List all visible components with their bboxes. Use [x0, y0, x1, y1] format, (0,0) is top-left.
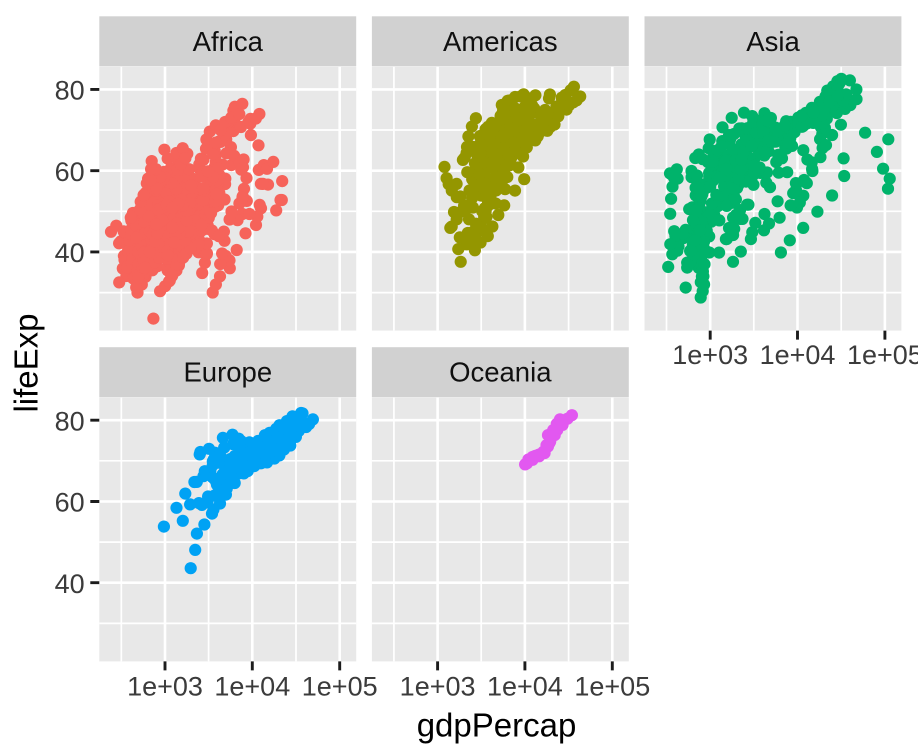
svg-text:40: 40 [55, 238, 85, 268]
svg-text:80: 80 [55, 406, 85, 436]
svg-text:1e+04: 1e+04 [214, 671, 290, 701]
svg-text:1e+05: 1e+05 [847, 340, 918, 370]
svg-text:60: 60 [55, 488, 85, 518]
svg-text:1e+04: 1e+04 [760, 340, 836, 370]
svg-text:Oceania: Oceania [449, 357, 552, 388]
svg-text:Africa: Africa [193, 26, 264, 57]
svg-text:Americas: Americas [443, 26, 558, 57]
svg-text:1e+05: 1e+05 [574, 671, 650, 701]
svg-text:1e+03: 1e+03 [400, 671, 476, 701]
svg-text:Asia: Asia [746, 26, 800, 57]
svg-text:60: 60 [55, 157, 85, 187]
svg-text:Europe: Europe [183, 357, 272, 388]
svg-text:40: 40 [55, 569, 85, 599]
svg-text:1e+04: 1e+04 [487, 671, 563, 701]
svg-text:80: 80 [55, 76, 85, 106]
svg-text:1e+03: 1e+03 [672, 340, 748, 370]
svg-text:lifeExp: lifeExp [8, 313, 45, 412]
svg-text:1e+05: 1e+05 [302, 671, 378, 701]
svg-text:1e+03: 1e+03 [127, 671, 203, 701]
svg-text:gdpPercap: gdpPercap [417, 707, 577, 744]
